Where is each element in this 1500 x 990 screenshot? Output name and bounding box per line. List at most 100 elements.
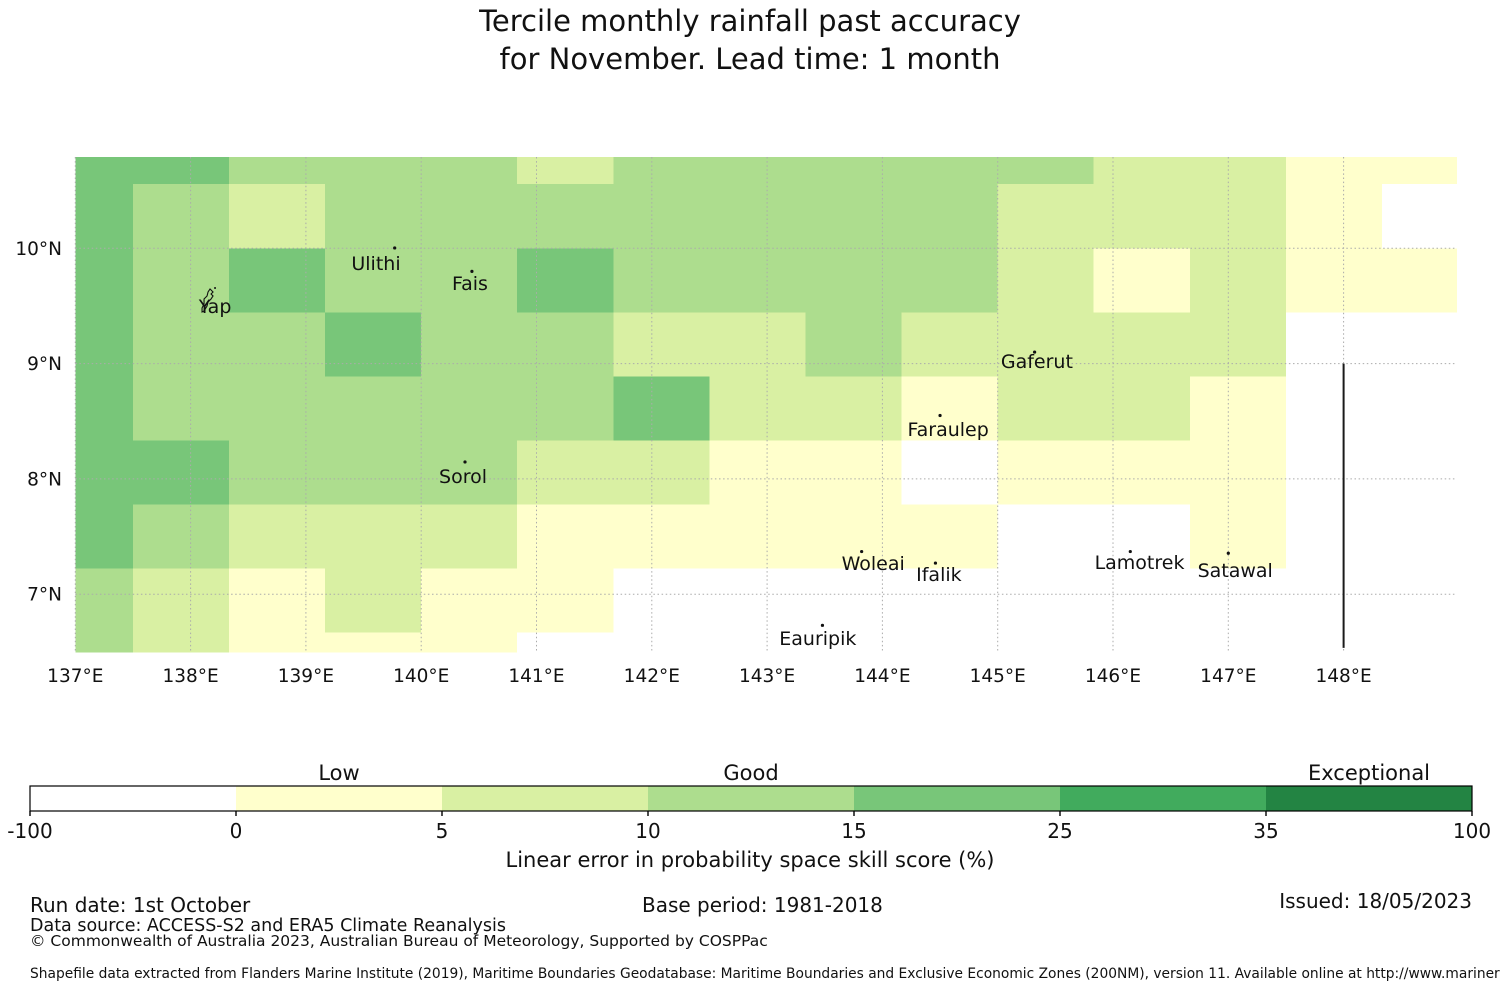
colorbar-segment [30,786,236,811]
map-cell [613,376,710,441]
map-cell [229,184,326,249]
axis-labels: 137°E 138°E 139°E 140°E 141°E 142°E 143°E 144°E… [15,239,1371,687]
base-period-text: Base period: 1981-2018 [642,893,883,917]
colorbar-tick-label: 10 [635,819,660,843]
island-dot-yap [214,286,217,289]
map-cell [709,184,806,249]
colorbar-segment [648,786,854,811]
island-dot-sorol [463,460,467,464]
colorbar-border [29,785,1473,812]
island-dot-satawal [1226,551,1230,555]
run-date-text: Run date: 1st October [30,893,251,917]
map-cell [1189,440,1286,505]
map-cell [421,376,518,441]
y-tick-label: 9°N [27,354,62,375]
map-cell [421,157,518,185]
map-cell [325,248,422,313]
map-cell [229,157,326,185]
map-cell [421,184,518,249]
map-cell [1189,376,1286,441]
map-cell [75,248,133,313]
figure-title: Tercile monthly rainfall past accuracy f… [0,2,1500,78]
map-cell [997,184,1094,249]
island-label-gaferut: Gaferut [1001,351,1073,373]
yap-island-shape [201,288,214,313]
map-cell [421,440,518,505]
island-dot-ulithi [393,246,397,250]
map-cell [805,312,902,377]
map-cell [229,248,326,313]
map-cell [325,568,422,633]
map-cell [132,568,229,633]
map-cell [805,184,902,249]
map-cell [75,184,133,249]
island-annotations: Yap Ulithi Fais Gaferut Faraulep Sorol Woleai I… [198,246,1273,650]
map-cell [517,376,614,441]
map-cell [805,504,902,569]
island-label-fais: Fais [452,273,488,295]
shapefile-note-text: Shapefile data extracted from Flanders M… [30,966,1500,982]
x-tick-label: 145°E [970,666,1026,687]
map-cell [229,312,326,377]
map-cell [75,440,133,505]
y-tick-label: 10°N [15,239,62,260]
map-cell [517,312,614,377]
colorbar-caption: Linear error in probability space skill … [506,848,995,872]
island-label-lamotrek: Lamotrek [1095,552,1185,574]
map-cell [805,440,902,505]
map-cell [709,440,806,505]
map-cell [132,184,229,249]
map-cell [901,376,998,441]
map-cell [613,184,710,249]
x-tick-label: 146°E [1085,666,1141,687]
map-cell [325,157,422,185]
map-cell [709,157,806,185]
map-cell [325,376,422,441]
map-cell [75,312,133,377]
colorbar-segment [442,786,648,811]
island-label-eauripik: Eauripik [779,628,856,650]
map-cell [709,248,806,313]
x-tick-label: 142°E [624,666,680,687]
map-cell [805,376,902,441]
copyright-text: © Commonwealth of Australia 2023, Austra… [30,932,768,950]
island-label-satawal: Satawal [1198,560,1273,582]
map-cell [1093,184,1190,249]
map-cell [901,312,998,377]
map-cell [229,440,326,505]
island-dot-lamotrek [1128,549,1132,554]
map-cell [132,312,229,377]
map-cell [1189,248,1286,313]
map-cell [75,632,133,653]
colorbar-category-label: Exceptional [1308,761,1430,785]
island-dot-faraulep [938,413,942,418]
x-tick-label: 139°E [278,666,334,687]
island-label-sorol: Sorol [439,466,487,488]
map-cell [901,157,998,185]
map-cell [517,440,614,505]
map-cell [1382,248,1457,313]
map-cell [325,440,422,505]
colorbar-tick-label: 0 [230,819,243,843]
colorbar-tick-label: 5 [436,819,449,843]
map-cell [613,504,710,569]
map-cell [1093,248,1190,313]
island-dot-woleai [860,549,864,554]
x-tick-label: 140°E [393,666,449,687]
map-cell [613,248,710,313]
map-cell [132,248,229,313]
map-cell [421,504,518,569]
colorbar-segment [854,786,1060,811]
y-tick-label: 7°N [27,585,62,606]
data-source-text: Data source: ACCESS-S2 and ERA5 Climate … [30,916,506,936]
island-dot-eauripik [820,623,825,627]
map-cells [75,157,1457,653]
map-cell [1189,157,1286,185]
graticule [74,157,1457,653]
map-cell [517,157,614,185]
x-tick-label: 141°E [508,666,564,687]
x-tick-label: 144°E [854,666,910,687]
island-label-ulithi: Ulithi [351,253,400,275]
map-cell [805,248,902,313]
map-cell [75,157,133,185]
